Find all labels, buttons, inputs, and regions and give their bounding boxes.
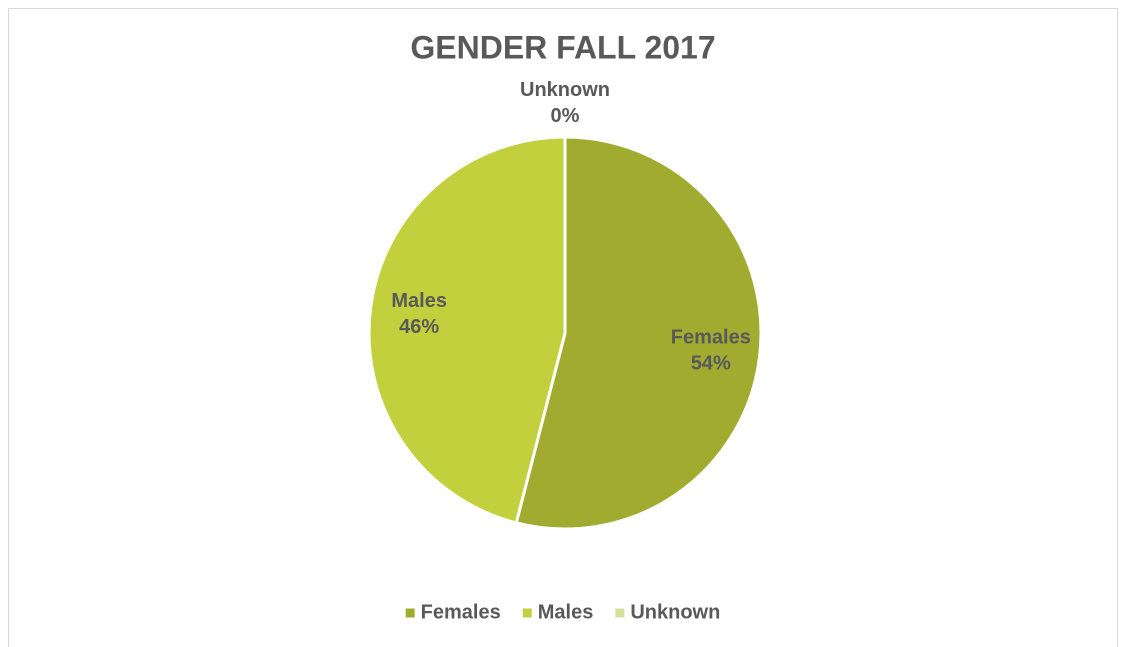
legend-swatch bbox=[522, 608, 532, 618]
data-label-name: Females bbox=[671, 327, 751, 349]
legend-label: Unknown bbox=[630, 601, 720, 623]
legend-swatch bbox=[615, 608, 625, 618]
data-label-name: Unknown bbox=[520, 79, 610, 101]
data-label-value: 46% bbox=[399, 316, 439, 338]
legend-swatch bbox=[405, 608, 415, 618]
legend-label: Females bbox=[421, 601, 501, 623]
data-label-value: 54% bbox=[691, 353, 731, 375]
pie-slice bbox=[514, 135, 763, 531]
data-label-value: 0% bbox=[551, 105, 580, 127]
chart-title: GENDER FALL 2017 bbox=[410, 29, 715, 65]
pie-slice bbox=[367, 135, 567, 525]
data-label-name: Males bbox=[391, 290, 447, 312]
legend-label: Males bbox=[538, 601, 594, 623]
